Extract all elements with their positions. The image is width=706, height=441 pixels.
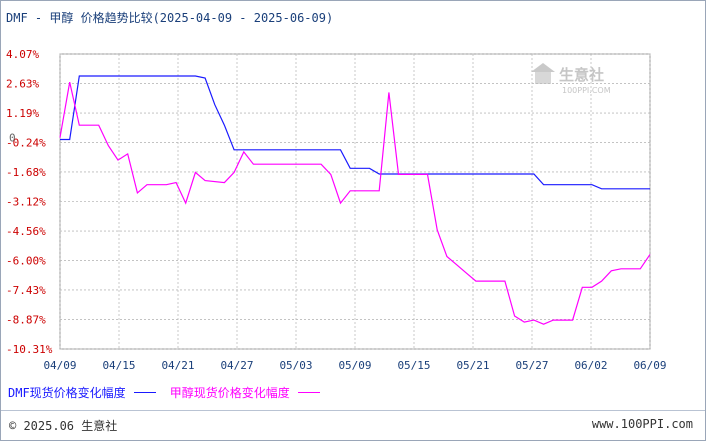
series-line-dmf [60, 75, 650, 190]
y-tick-label: -3.12% [6, 196, 46, 209]
watermark-text: 生意社 [559, 66, 604, 84]
y-tick-label: -4.56% [6, 225, 46, 238]
x-tick-label: 05/15 [397, 359, 430, 372]
x-tick-label: 06/09 [633, 359, 666, 372]
y-tick-label: -7.43% [6, 284, 46, 297]
legend-item-methanol: 甲醇现货价格变化幅度 [170, 384, 320, 401]
footer-site-link[interactable]: www.100PPI.com [591, 417, 693, 431]
y-tick-label: 4.07% [6, 48, 39, 61]
series-line-methanol [59, 81, 651, 325]
y-tick-label: -1.68% [6, 166, 46, 179]
x-tick-label: 05/21 [456, 359, 489, 372]
x-tick-label: 05/03 [279, 359, 312, 372]
x-tick-label: 04/09 [43, 359, 76, 372]
x-tick-label: 04/21 [161, 359, 194, 372]
legend-label-methanol: 甲醇现货价格变化幅度 [169, 386, 290, 400]
y-tick-label: 2.63% [6, 78, 39, 91]
legend-label-dmf: DMF现货价格变化幅度 [8, 386, 126, 400]
legend-swatch-methanol [297, 392, 320, 393]
chart-legend: DMF现货价格变化幅度 甲醇现货价格变化幅度 [8, 384, 334, 401]
x-tick-label: 04/27 [220, 359, 253, 372]
x-tick-label: 05/27 [515, 359, 548, 372]
y-tick-label: -0.24% [6, 136, 46, 149]
chart-title: DMF - 甲醇 价格趋势比较(2025-04-09 - 2025-06-09) [6, 11, 334, 25]
footer-bar: © 2025.06 生意社 www.100PPI.com [1, 410, 705, 440]
y-tick-label: 1.19% [6, 107, 39, 120]
legend-item-dmf: DMF现货价格变化幅度 [8, 384, 156, 401]
house-logo-body-icon [535, 72, 551, 84]
legend-swatch-dmf [133, 392, 156, 393]
y-tick-label: -10.31% [6, 343, 53, 356]
footer-copyright: © 2025.06 生意社 [9, 419, 118, 433]
watermark-logo: 生意社 100PPI.COM [531, 63, 611, 95]
watermark-url: 100PPI.COM [562, 86, 611, 95]
y-tick-label: -8.87% [6, 313, 46, 326]
x-tick-label: 06/02 [574, 359, 607, 372]
y-tick-label: -6.00% [6, 255, 46, 268]
house-logo-icon [531, 63, 555, 72]
y-zero-label: 0 [9, 131, 16, 144]
x-tick-label: 04/15 [102, 359, 135, 372]
x-tick-label: 05/09 [338, 359, 371, 372]
